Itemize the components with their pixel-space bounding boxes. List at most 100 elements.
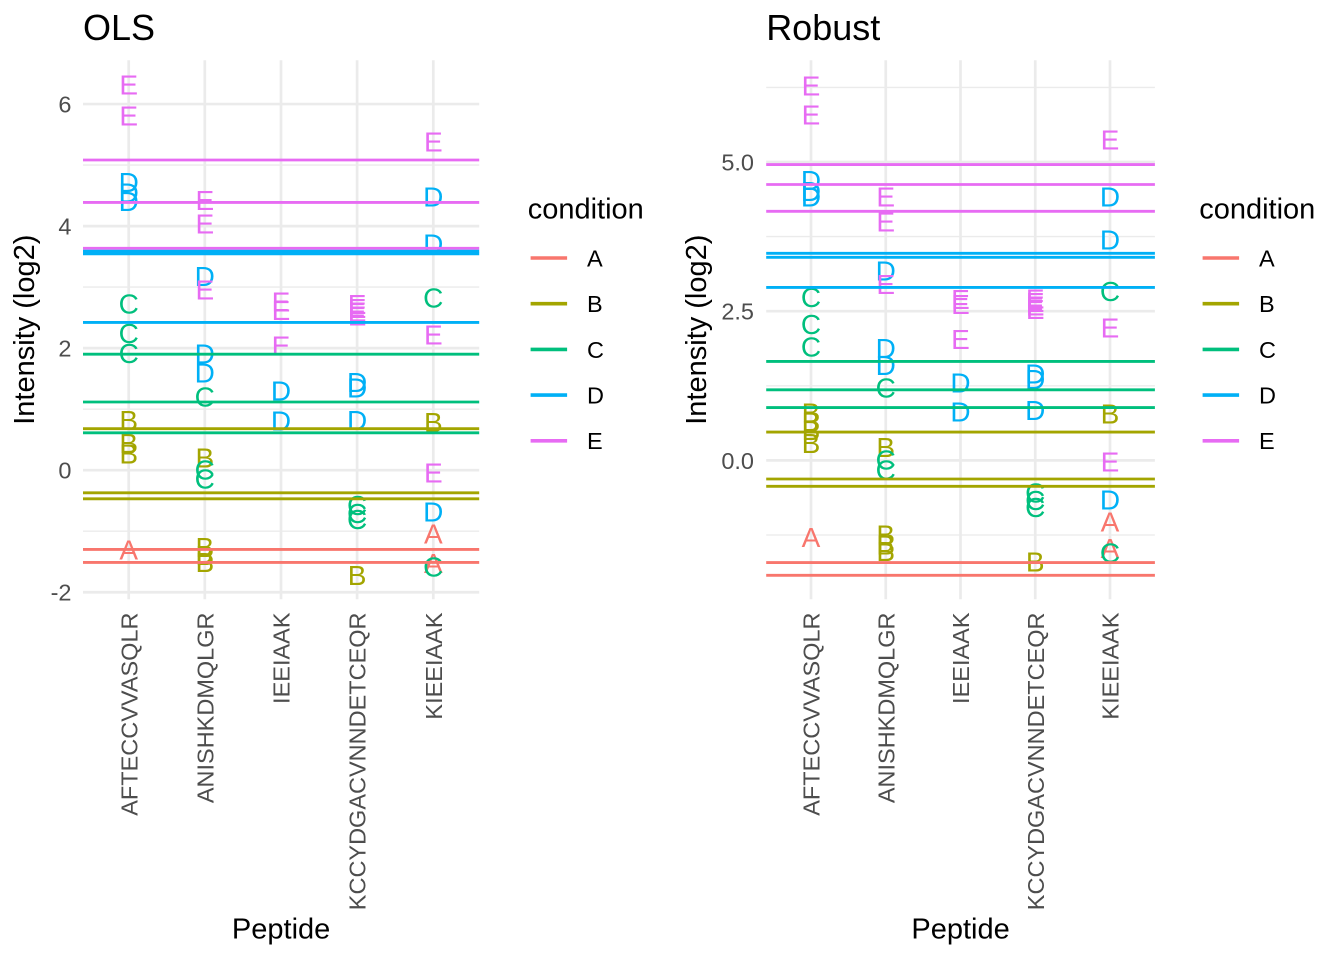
svg-text:D: D — [587, 383, 604, 409]
svg-text:E: E — [951, 289, 970, 320]
svg-text:D: D — [347, 372, 367, 403]
svg-text:4: 4 — [58, 214, 71, 240]
svg-text:C: C — [1100, 538, 1120, 569]
svg-text:KCCYDGACVNNDETCEQR: KCCYDGACVNNDETCEQR — [1023, 613, 1049, 911]
svg-text:Peptide: Peptide — [232, 913, 330, 945]
svg-text:D: D — [950, 368, 970, 399]
svg-text:Intensity (log2): Intensity (log2) — [9, 235, 41, 425]
svg-text:D: D — [1100, 225, 1120, 256]
svg-text:condition: condition — [528, 193, 644, 225]
svg-text:E: E — [272, 286, 291, 317]
svg-text:E: E — [876, 182, 895, 213]
svg-text:E: E — [1101, 125, 1120, 156]
svg-text:E: E — [802, 71, 821, 102]
svg-text:Robust: Robust — [766, 7, 880, 48]
svg-text:C: C — [587, 337, 604, 363]
svg-text:B: B — [802, 415, 821, 446]
svg-text:D: D — [423, 496, 443, 527]
svg-text:0.0: 0.0 — [721, 448, 754, 474]
svg-text:B: B — [119, 428, 138, 459]
svg-text:B: B — [802, 398, 821, 429]
svg-text:C: C — [119, 289, 139, 320]
svg-text:E: E — [1026, 287, 1045, 318]
svg-text:B: B — [348, 560, 367, 591]
svg-text:B: B — [195, 443, 214, 474]
svg-text:A: A — [424, 518, 443, 549]
svg-text:B: B — [876, 432, 895, 463]
svg-text:E: E — [119, 69, 138, 100]
svg-text:2.5: 2.5 — [721, 299, 754, 325]
svg-text:A: A — [587, 245, 603, 271]
svg-text:D: D — [876, 350, 896, 381]
svg-text:C: C — [195, 382, 215, 413]
svg-text:2: 2 — [58, 336, 71, 362]
svg-text:D: D — [1100, 181, 1120, 212]
svg-text:-2: -2 — [51, 580, 72, 606]
svg-text:A: A — [1101, 533, 1120, 564]
svg-text:Intensity (log2): Intensity (log2) — [681, 235, 713, 425]
svg-text:E: E — [424, 320, 443, 351]
svg-text:B: B — [195, 532, 214, 563]
svg-text:C: C — [876, 373, 896, 404]
svg-text:B: B — [876, 519, 895, 550]
svg-text:KIEEIAAK: KIEEIAAK — [421, 612, 447, 719]
svg-text:D: D — [271, 375, 291, 406]
svg-text:D: D — [1259, 383, 1276, 409]
svg-text:D: D — [1025, 395, 1045, 426]
svg-text:E: E — [424, 458, 443, 489]
svg-text:IEEIAAK: IEEIAAK — [269, 612, 295, 704]
svg-text:D: D — [876, 333, 896, 364]
svg-text:D: D — [423, 182, 443, 213]
svg-text:C: C — [1025, 485, 1045, 516]
svg-text:B: B — [802, 407, 821, 438]
svg-text:D: D — [195, 261, 215, 292]
svg-text:D: D — [801, 181, 821, 212]
svg-text:E: E — [348, 300, 367, 331]
svg-text:B: B — [876, 536, 895, 567]
svg-text:E: E — [802, 100, 821, 131]
svg-text:D: D — [801, 165, 821, 196]
svg-text:E: E — [951, 284, 970, 315]
svg-text:E: E — [195, 208, 214, 239]
svg-text:condition: condition — [1199, 193, 1315, 225]
svg-text:B: B — [1259, 291, 1275, 317]
svg-text:C: C — [347, 498, 367, 529]
svg-text:E: E — [876, 269, 895, 300]
svg-text:C: C — [195, 463, 215, 494]
svg-text:B: B — [802, 428, 821, 459]
svg-text:C: C — [1259, 337, 1276, 363]
svg-text:A: A — [1101, 506, 1120, 537]
svg-text:ANISHKDMQLGR: ANISHKDMQLGR — [873, 613, 899, 804]
svg-text:B: B — [1101, 399, 1120, 430]
svg-text:D: D — [1100, 484, 1120, 515]
svg-text:C: C — [423, 282, 443, 313]
svg-text:C: C — [1025, 492, 1045, 523]
svg-text:A: A — [802, 522, 821, 553]
svg-text:E: E — [424, 127, 443, 158]
svg-text:D: D — [950, 396, 970, 427]
svg-text:E: E — [1101, 313, 1120, 344]
svg-text:5.0: 5.0 — [721, 149, 754, 175]
svg-text:E: E — [195, 185, 214, 216]
svg-text:D: D — [119, 167, 139, 198]
svg-text:B: B — [424, 407, 443, 438]
svg-text:B: B — [876, 529, 895, 560]
svg-text:C: C — [801, 309, 821, 340]
svg-text:6: 6 — [58, 91, 71, 117]
svg-text:D: D — [347, 367, 367, 398]
svg-text:E: E — [1026, 294, 1045, 325]
svg-text:E: E — [1026, 290, 1045, 321]
svg-text:B: B — [119, 438, 138, 469]
svg-text:E: E — [1101, 447, 1120, 478]
svg-text:E: E — [876, 206, 895, 237]
svg-text:AFTECCVVASQLR: AFTECCVVASQLR — [799, 613, 825, 816]
svg-text:ANISHKDMQLGR: ANISHKDMQLGR — [192, 613, 218, 804]
svg-text:E: E — [272, 330, 291, 361]
svg-text:B: B — [587, 291, 603, 317]
svg-text:IEEIAAK: IEEIAAK — [948, 612, 974, 704]
svg-text:A: A — [1259, 245, 1275, 271]
svg-text:C: C — [195, 455, 215, 486]
svg-text:D: D — [195, 357, 215, 388]
svg-text:KIEEIAAK: KIEEIAAK — [1098, 612, 1124, 719]
svg-text:E: E — [1026, 283, 1045, 314]
